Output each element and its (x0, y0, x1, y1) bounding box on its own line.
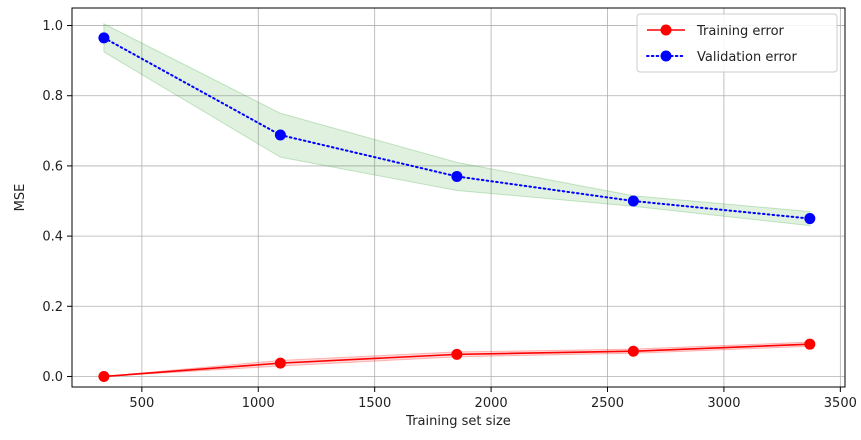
plot-frame (71, 7, 846, 388)
series-markers (98, 32, 816, 382)
y-tick-label: 0.4 (42, 230, 63, 245)
data-point (627, 195, 639, 207)
y-tick-label: 0.6 (42, 159, 63, 174)
x-tick-label: 1000 (242, 396, 275, 411)
legend: Training error Validation error (636, 13, 838, 73)
data-point (804, 338, 816, 350)
x-tick-label: 1500 (358, 396, 391, 411)
tick-labels: 500 1000 1500 2000 2500 3000 3500 0.0 0.2 0.4 0.6 0… (42, 19, 857, 411)
data-point (451, 170, 463, 182)
x-tick-label: 3000 (707, 396, 740, 411)
data-point (98, 370, 110, 382)
data-point (804, 213, 816, 225)
y-tick-label: 0.0 (42, 370, 63, 385)
y-tick-label: 0.2 (42, 300, 63, 315)
y-tick-label: 1.0 (42, 19, 63, 34)
data-point (274, 129, 286, 141)
data-point (627, 345, 639, 357)
legend-label: Training error (696, 24, 785, 39)
data-point (98, 32, 110, 44)
x-axis-label: Training set size (405, 414, 511, 429)
y-axis-label: MSE (13, 184, 28, 212)
legend-box (636, 13, 838, 73)
legend-marker (660, 24, 672, 36)
legend-marker (660, 50, 672, 62)
legend-label: Validation error (697, 50, 797, 65)
confidence-band (103, 22, 811, 227)
grid (72, 8, 845, 387)
data-point (274, 357, 286, 369)
x-tick-label: 2000 (475, 396, 508, 411)
series-line (102, 36, 811, 220)
ticks (67, 25, 841, 392)
x-tick-label: 2500 (591, 396, 624, 411)
y-tick-label: 0.8 (42, 89, 63, 104)
x-tick-label: 3500 (824, 396, 857, 411)
data-point (451, 348, 463, 360)
x-tick-label: 500 (129, 396, 154, 411)
